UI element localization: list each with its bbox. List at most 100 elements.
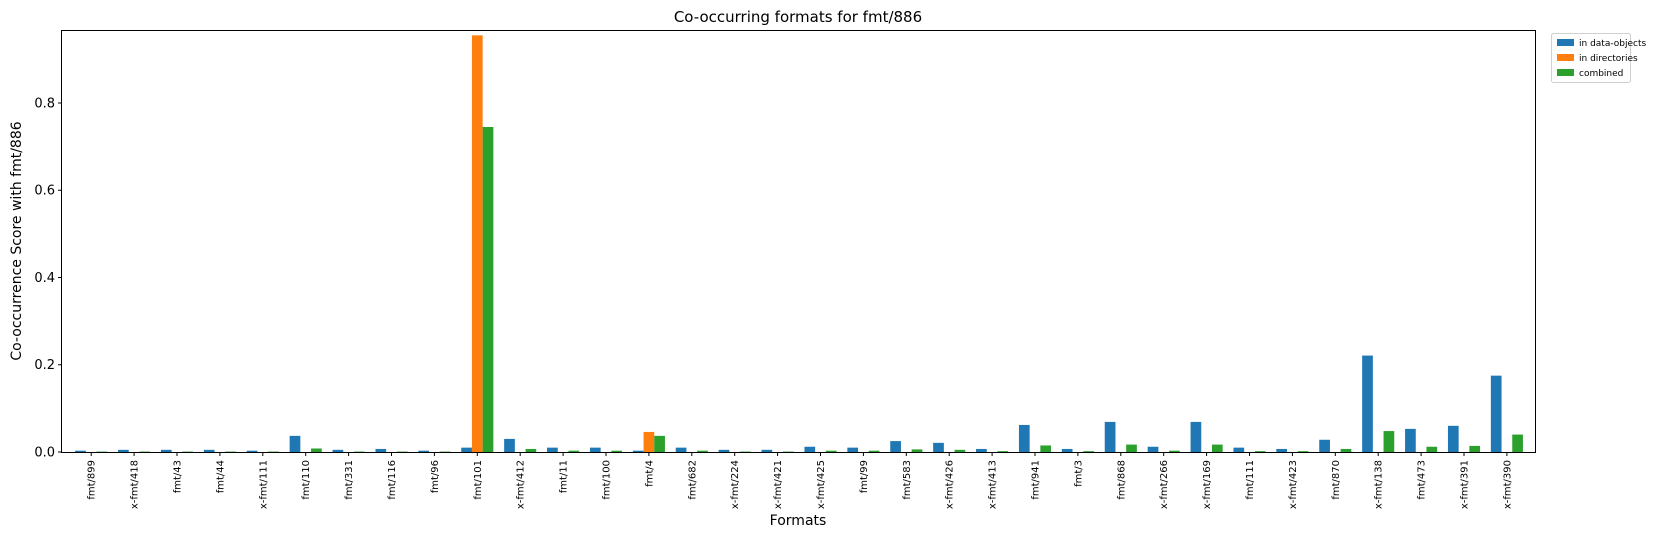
x-tick-label: x-fmt/426 — [945, 460, 956, 509]
x-tick-label: x-fmt/266 — [1159, 460, 1170, 509]
bar-fmt-101-series-2 — [471, 35, 483, 453]
x-tick-label: fmt/96 — [430, 460, 441, 493]
x-tick-label: x-fmt/111 — [258, 460, 269, 509]
legend-swatch — [1557, 39, 1574, 46]
x-tick-label: x-fmt/412 — [516, 460, 527, 509]
x-tick-label: fmt/331 — [344, 460, 355, 500]
bar-x-fmt-421-series-1 — [761, 449, 773, 452]
bar-x-fmt-391-series-1 — [1447, 425, 1459, 452]
x-axis-ticks: fmt/899 x-fmt/418 fmt/43 fmt/44 x-fmt/111 fmt… — [87, 452, 1513, 509]
x-tick-label: x-fmt/224 — [730, 460, 741, 509]
legend: in data-objects in directories combined — [1551, 33, 1646, 83]
x-tick-label: fmt/4 — [644, 460, 655, 487]
bar-x-fmt-390-series-3 — [1512, 434, 1523, 452]
bar-x-fmt-138-series-1 — [1362, 355, 1373, 452]
bar-x-fmt-425-series-3 — [825, 450, 837, 452]
bar-fmt-941-series-1 — [1018, 424, 1030, 452]
legend-swatch — [1557, 69, 1574, 76]
x-tick-label: fmt/941 — [1031, 460, 1042, 500]
bar-x-fmt-426-series-3 — [954, 449, 966, 452]
x-tick-label: x-fmt/413 — [988, 460, 999, 509]
bar-fmt-101-series-1 — [461, 447, 472, 452]
y-tick-label: 0.6 — [34, 184, 55, 199]
bar-x-fmt-224-series-1 — [718, 449, 730, 452]
bar-x-fmt-266-series-3 — [1169, 450, 1180, 452]
bar-x-fmt-412-series-1 — [504, 438, 515, 452]
x-tick-label: fmt/583 — [902, 460, 913, 500]
bar-fmt-3-series-1 — [1061, 448, 1073, 452]
bar-fmt-43-series-1 — [160, 449, 172, 452]
bar-x-fmt-412-series-3 — [525, 448, 537, 452]
x-tick-label: fmt/870 — [1331, 460, 1342, 500]
bar-fmt-110-series-3 — [311, 448, 322, 452]
bar-x-fmt-423-series-1 — [1276, 448, 1288, 452]
x-axis-label: Formats — [770, 513, 827, 529]
bar-fmt-3-series-3 — [1083, 451, 1094, 452]
bar-x-fmt-169-series-3 — [1211, 444, 1223, 452]
bar-fmt-682-series-1 — [675, 447, 687, 452]
bar-fmt-116-series-1 — [375, 448, 387, 452]
bar-x-fmt-426-series-1 — [933, 442, 944, 452]
bar-x-fmt-391-series-3 — [1469, 445, 1481, 452]
x-tick-label: x-fmt/421 — [773, 460, 784, 509]
bar-x-fmt-138-series-3 — [1383, 431, 1395, 452]
bar-fmt-100-series-3 — [611, 450, 623, 452]
y-tick-label: 0.4 — [34, 271, 55, 286]
x-tick-label: fmt/473 — [1417, 460, 1428, 500]
plot-frame — [61, 30, 1536, 453]
x-tick-label: x-fmt/390 — [1502, 460, 1513, 509]
bars-group — [75, 35, 1523, 453]
bar-fmt-870-series-3 — [1340, 448, 1352, 452]
x-tick-label: fmt/100 — [602, 460, 613, 500]
x-tick-label: x-fmt/391 — [1460, 460, 1471, 509]
x-tick-label: fmt/899 — [87, 460, 98, 500]
bar-fmt-868-series-3 — [1126, 444, 1137, 452]
bar-x-fmt-425-series-1 — [804, 446, 816, 452]
x-tick-label: fmt/11 — [559, 460, 570, 493]
bar-fmt-100-series-1 — [589, 447, 601, 452]
x-tick-label: x-fmt/418 — [130, 460, 141, 509]
x-tick-label: x-fmt/423 — [1288, 460, 1299, 509]
bar-fmt-44-series-1 — [203, 449, 215, 452]
x-tick-label: fmt/868 — [1116, 460, 1127, 500]
x-tick-label: fmt/3 — [1073, 460, 1084, 487]
x-tick-label: fmt/116 — [387, 460, 398, 500]
chart-title: Co-occurring formats for fmt/886 — [674, 8, 922, 26]
bar-fmt-583-series-3 — [911, 449, 923, 452]
bar-fmt-473-series-1 — [1405, 428, 1416, 452]
bar-fmt-4-series-1 — [632, 450, 644, 452]
bar-fmt-111-series-1 — [1233, 447, 1245, 452]
legend-label: combined — [1579, 69, 1623, 79]
bar-fmt-941-series-3 — [1040, 445, 1052, 452]
bar-fmt-473-series-3 — [1426, 446, 1438, 452]
x-tick-label: x-fmt/425 — [816, 460, 827, 509]
bar-fmt-101-series-3 — [482, 126, 494, 452]
bar-fmt-99-series-3 — [868, 450, 880, 452]
x-tick-label: fmt/682 — [687, 460, 698, 500]
x-tick-label: x-fmt/169 — [1202, 460, 1213, 509]
x-tick-label: fmt/99 — [859, 460, 870, 493]
x-tick-label: fmt/43 — [173, 460, 184, 493]
bar-fmt-331-series-1 — [332, 449, 344, 452]
y-tick-label: 0.0 — [34, 446, 55, 461]
bar-x-fmt-418-series-1 — [118, 449, 129, 452]
x-tick-label: fmt/44 — [215, 460, 226, 493]
bar-fmt-583-series-1 — [890, 441, 901, 452]
y-tick-label: 0.8 — [34, 96, 55, 111]
bar-x-fmt-390-series-1 — [1490, 375, 1502, 452]
x-tick-label: fmt/110 — [301, 460, 312, 500]
x-tick-label: fmt/101 — [473, 460, 484, 500]
bar-fmt-868-series-1 — [1104, 421, 1116, 452]
legend-label: in directories — [1579, 54, 1638, 64]
bar-x-fmt-413-series-1 — [976, 448, 987, 452]
bar-x-fmt-169-series-1 — [1190, 421, 1202, 452]
bar-x-fmt-413-series-3 — [997, 451, 1009, 452]
bar-fmt-899-series-1 — [75, 450, 86, 452]
y-axis-ticks: 0.0 0.2 0.4 0.6 0.8 — [34, 96, 62, 461]
bar-fmt-4-series-2 — [643, 431, 655, 452]
x-tick-label: x-fmt/138 — [1374, 460, 1385, 509]
y-axis-label: Co-occurrence Score with fmt/886 — [9, 121, 25, 360]
bar-x-fmt-266-series-1 — [1147, 446, 1159, 452]
bar-x-fmt-111-series-1 — [246, 450, 258, 452]
